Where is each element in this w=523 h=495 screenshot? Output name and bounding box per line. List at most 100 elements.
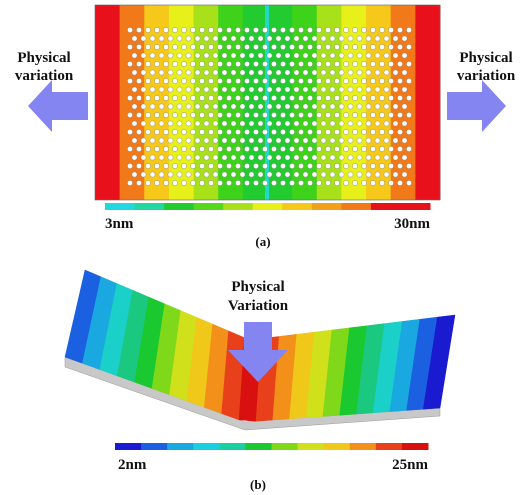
colorbar-segment [371, 203, 401, 210]
hole [366, 70, 371, 75]
colorbar-segment [167, 443, 194, 450]
hole [145, 95, 150, 100]
hole [294, 87, 299, 92]
hole [280, 146, 285, 151]
hole [298, 129, 303, 134]
hole [276, 138, 281, 143]
hole [222, 36, 227, 41]
hole [172, 163, 177, 168]
hole [330, 104, 335, 109]
hole [294, 138, 299, 143]
hole [208, 44, 213, 49]
hole [307, 27, 312, 32]
hole [276, 36, 281, 41]
hole [195, 138, 200, 143]
hole [136, 180, 141, 185]
hole [208, 146, 213, 151]
hole [303, 70, 308, 75]
colorbar-segment [350, 443, 377, 450]
hole [406, 61, 411, 66]
hole [388, 78, 393, 83]
hole [199, 61, 204, 66]
band [95, 5, 120, 200]
hole [154, 44, 159, 49]
hole [159, 104, 164, 109]
hole [343, 129, 348, 134]
colorbar-segment [400, 203, 430, 210]
hole [168, 53, 173, 58]
hole [379, 129, 384, 134]
hole [384, 70, 389, 75]
hole [267, 36, 272, 41]
hole [159, 87, 164, 92]
left-label: variation [15, 68, 74, 84]
hole [271, 129, 276, 134]
hole [343, 146, 348, 151]
hole [253, 44, 258, 49]
hole [190, 95, 195, 100]
hole [298, 163, 303, 168]
hole [132, 121, 137, 126]
hole [226, 146, 231, 151]
hole [181, 78, 186, 83]
hole [145, 146, 150, 151]
hole [366, 36, 371, 41]
hole [357, 104, 362, 109]
hole [294, 53, 299, 58]
hole [141, 155, 146, 160]
hole [348, 70, 353, 75]
hole [231, 172, 236, 177]
hole [136, 61, 141, 66]
hole [217, 112, 222, 117]
colorbar-a [105, 203, 431, 210]
hole [231, 138, 236, 143]
hole [168, 36, 173, 41]
band [366, 5, 391, 200]
hole [316, 78, 321, 83]
hole [244, 112, 249, 117]
right-label: variation [457, 68, 516, 84]
hole [352, 112, 357, 117]
hole [208, 27, 213, 32]
left-label: Physical [17, 50, 70, 66]
hole [213, 36, 218, 41]
hole [321, 138, 326, 143]
hole [307, 112, 312, 117]
colorbar-max: 30nm [394, 216, 430, 232]
hole [226, 27, 231, 32]
hole [285, 104, 290, 109]
hole [217, 44, 222, 49]
hole [348, 53, 353, 58]
hole [357, 53, 362, 58]
hole [208, 129, 213, 134]
hole [393, 121, 398, 126]
colorbar-segment [376, 443, 403, 450]
colorbar-segment [141, 443, 168, 450]
hole [280, 95, 285, 100]
hole [258, 104, 263, 109]
hole [375, 138, 380, 143]
hole [388, 129, 393, 134]
hole [132, 172, 137, 177]
hole [312, 36, 317, 41]
hole [325, 61, 330, 66]
band [218, 5, 243, 200]
hole [235, 78, 240, 83]
hole [204, 138, 209, 143]
hole [204, 155, 209, 160]
colorbar-segment [341, 203, 371, 210]
hole [330, 87, 335, 92]
hole [154, 78, 159, 83]
hole [163, 44, 168, 49]
colorbar-segment [272, 443, 299, 450]
hole [231, 36, 236, 41]
hole [186, 36, 191, 41]
hole [177, 87, 182, 92]
hole [303, 36, 308, 41]
hole [330, 36, 335, 41]
hole [154, 129, 159, 134]
hole [204, 36, 209, 41]
hole [145, 44, 150, 49]
hole [321, 121, 326, 126]
hole [316, 27, 321, 32]
